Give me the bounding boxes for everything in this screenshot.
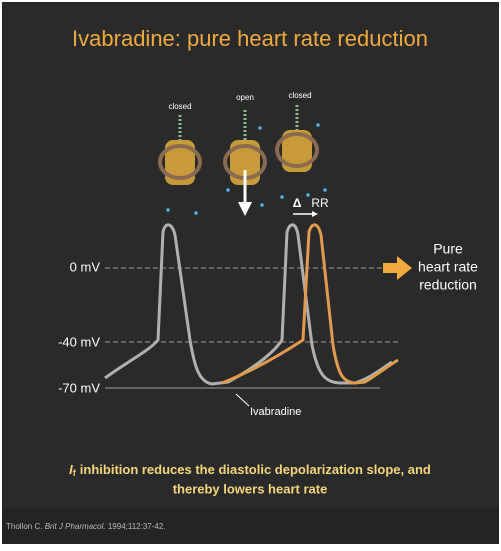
voltage-label: -70 mV xyxy=(58,380,100,395)
reference-citation: 1994;112:37-42. xyxy=(108,522,166,531)
outcome-text: Pure xyxy=(433,241,463,257)
voltage-label: 0 mV xyxy=(70,259,101,274)
outcome-arrow xyxy=(383,263,399,273)
caption-line: inhibition reduces the diastolic depolar… xyxy=(80,462,431,477)
reference: Thollon C. Brit J Pharmacol. 1994;112:37… xyxy=(6,522,166,531)
delta-label: RR xyxy=(311,196,329,210)
slide: Ivabradine: pure heart rate reduction cl… xyxy=(0,0,501,546)
delta-symbol: Δ xyxy=(293,196,302,210)
title: Ivabradine: pure heart rate reduction xyxy=(72,26,428,51)
slide-background xyxy=(2,2,499,508)
voltage-label: -40 mV xyxy=(58,334,100,349)
outcome-text: heart rate xyxy=(418,259,478,275)
drug-label: Ivabradine xyxy=(250,406,301,418)
caption-line: thereby lowers heart rate xyxy=(173,481,328,496)
reference-authors: Thollon C. xyxy=(6,522,42,531)
channel-label: closed xyxy=(168,102,191,111)
channel-label: open xyxy=(236,93,254,102)
channel-label: closed xyxy=(288,91,311,100)
reference-journal: Brit J Pharmacol. xyxy=(45,522,106,531)
outcome-text: reduction xyxy=(419,277,477,293)
